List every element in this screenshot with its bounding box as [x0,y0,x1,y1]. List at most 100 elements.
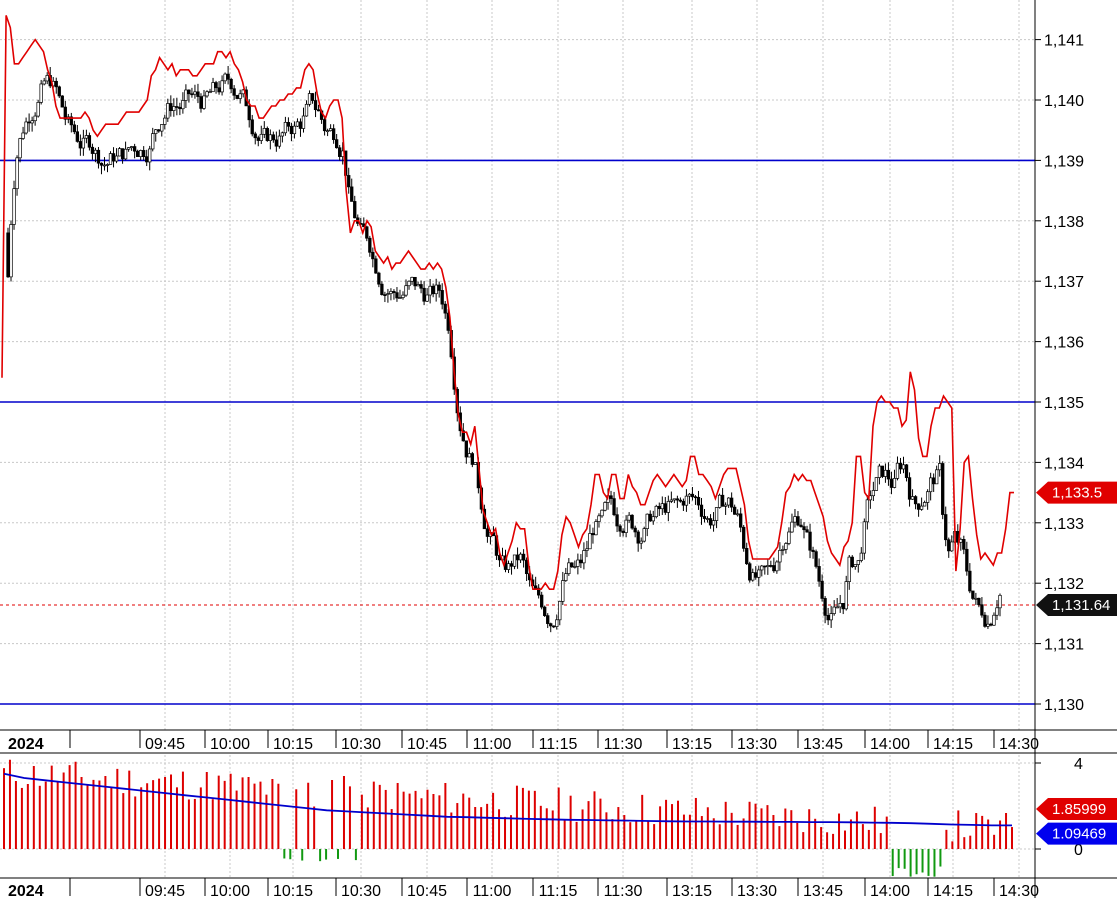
candle-body [470,453,474,465]
price-tick-label: 1,131 [1044,637,1084,654]
candle-body [603,502,607,511]
candle-body [959,539,963,543]
candle-body [865,499,869,523]
candle-body [901,464,906,470]
candle-body [313,100,318,111]
candle-body [895,462,900,479]
time-tick-label: 14:15 [933,736,973,753]
candle-body [111,153,116,162]
candle-body [96,149,101,164]
candle-body [154,129,158,134]
candle-body [81,137,86,149]
candle-body [286,122,291,127]
candle-body [27,121,31,124]
candle-body [506,563,511,570]
candle-body [829,613,833,621]
candlestick-series [6,65,1002,633]
candle-body [6,232,10,278]
candle-body [132,146,137,152]
candle-body [322,119,327,132]
candle-body [229,78,233,90]
candle-body [808,531,812,551]
candle-body [889,478,894,488]
red-line [1,15,1014,590]
candle-body [880,465,885,477]
candle-body [172,106,176,111]
candle-body [42,80,46,85]
candle-body [573,566,577,568]
candle-body [850,556,854,568]
osc-signal-path [3,772,1012,827]
candle-body [120,148,125,160]
candle-body [567,562,571,575]
candle-body [660,503,664,510]
price-tick-label: 1,134 [1044,455,1084,472]
osc-signal-badge: 1.09469 [1052,826,1106,843]
candle-body [543,606,547,616]
candle-body [39,83,43,103]
candle-body [422,287,426,302]
candle-body [974,597,978,600]
candle-body [950,541,954,552]
candle-body [666,501,670,513]
candle-body [570,562,574,568]
price-tick-label: 1,130 [1044,697,1084,714]
candle-body [537,587,541,596]
candle-body [534,585,538,589]
candle-body [181,100,185,110]
candle-body [844,581,848,610]
time-tick-label: 10:45 [407,883,447,898]
candle-body [145,156,149,163]
candle-body [175,106,179,108]
candle-body [636,531,640,544]
candle-body [726,497,731,506]
candle-body [123,148,128,160]
candle-body [540,594,544,608]
candle-body [512,554,517,567]
price-tick-label: 1,133 [1044,516,1084,533]
candle-body [576,559,580,567]
price-tick-label: 1,141 [1044,33,1084,50]
candle-body [898,462,903,470]
candle-body [938,463,942,471]
candle-body [742,526,746,549]
candle-body [208,91,212,94]
candle-body [15,157,19,190]
candle-body [307,93,312,105]
candle-body [139,150,143,157]
candle-body [274,139,279,147]
time-tick-label: 13:45 [803,736,843,753]
candle-body [295,121,300,127]
oscillator-signal-line [3,772,1012,827]
candle-body [977,597,981,606]
candle-body [190,93,194,96]
candle-body [986,623,990,627]
candle-body [45,75,49,82]
candle-body [193,91,197,95]
candle-body [826,615,830,621]
candle-body [787,531,791,544]
time-tick-label: 11:30 [604,736,643,753]
candle-body [965,548,969,572]
candle-body [944,514,948,541]
year-label: 2024 [8,736,44,753]
candle-body [247,105,251,121]
candle-body [289,125,294,135]
candle-body [105,164,110,166]
candle-body [681,500,686,506]
candle-body [271,134,275,141]
candle-body [962,539,966,550]
candle-body [75,131,79,142]
candle-body [163,117,167,125]
candle-body [129,146,134,148]
candle-body [585,548,589,551]
candle-body [353,201,357,219]
candle-body [380,283,384,295]
candle-body [618,525,622,532]
candle-body [304,103,309,117]
price-tick-label: 1,137 [1044,274,1084,291]
candle-body [36,102,40,117]
time-tick-label: 14:30 [999,736,1039,753]
candle-body [932,477,936,485]
time-tick-label: 10:30 [341,736,381,753]
